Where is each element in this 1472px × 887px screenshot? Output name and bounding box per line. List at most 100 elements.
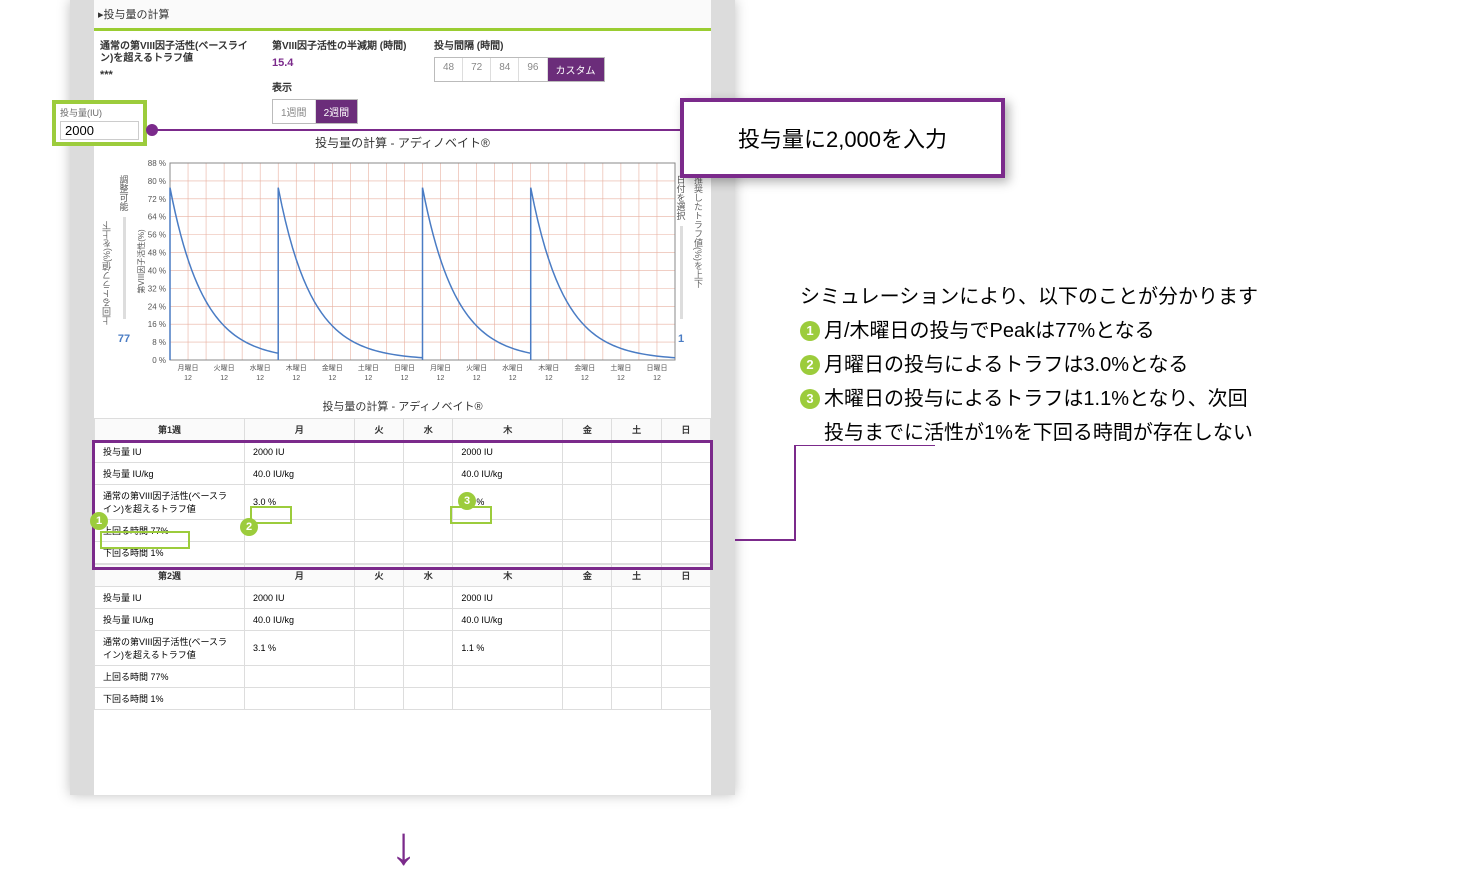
day-header: 木	[453, 419, 563, 441]
svg-text:12: 12	[364, 375, 372, 382]
callout-line-1	[154, 129, 754, 131]
table-cell	[563, 441, 612, 463]
row-label: 投与量 IU	[95, 441, 245, 463]
svg-text:0 %: 0 %	[152, 356, 166, 365]
halflife-label: 第VIII因子活性の半減期 (時間)	[272, 41, 422, 53]
svg-text:12: 12	[545, 375, 553, 382]
display-opt-1week[interactable]: 1週間	[273, 100, 316, 123]
table-cell	[404, 441, 453, 463]
table-cell	[354, 520, 403, 542]
table-cell	[612, 688, 661, 710]
badge-3-icon: 3	[458, 492, 476, 510]
table-cell	[612, 587, 661, 609]
svg-text:土曜日: 土曜日	[610, 363, 631, 372]
table-cell	[404, 587, 453, 609]
table-cell	[404, 463, 453, 485]
svg-text:24 %: 24 %	[148, 302, 166, 311]
table-cell	[612, 463, 661, 485]
svg-text:12: 12	[328, 375, 336, 382]
interval-custom[interactable]: カスタム	[548, 58, 604, 81]
table-cell	[354, 441, 403, 463]
chart-area: 上回るトラフ値(%)を上下 調整可能 77 88 %80 %72 %64 %56…	[100, 155, 705, 390]
interval-72[interactable]: 72	[463, 58, 491, 81]
table-cell	[354, 587, 403, 609]
interval-toggle[interactable]: 48 72 84 96 カスタム	[434, 57, 605, 82]
day-header: 土	[612, 565, 661, 587]
svg-text:72 %: 72 %	[148, 195, 166, 204]
row-label: 投与量 IU/kg	[95, 609, 245, 631]
table-row: 投与量 IU2000 IU2000 IU	[95, 587, 711, 609]
simulation-summary: シミュレーションにより、以下のことが分かります 1月/木曜日の投与でPeakは7…	[800, 280, 1258, 450]
sim-bullet-3a: 木曜日の投与によるトラフは1.1%となり、次回	[824, 388, 1248, 410]
table-cell	[661, 520, 710, 542]
down-arrow-icon: ↓	[390, 815, 417, 877]
dose-input-label: 投与量(IU)	[60, 106, 139, 119]
table-cell	[661, 666, 710, 688]
table-cell	[612, 441, 661, 463]
table-cell	[563, 587, 612, 609]
interval-96[interactable]: 96	[519, 58, 547, 81]
table-cell: 40.0 IU/kg	[453, 463, 563, 485]
row-label: 下回る時間 1%	[95, 542, 245, 564]
halflife-value: 15.4	[272, 57, 422, 69]
weekly-tables: 第1週月火水木金土日投与量 IU2000 IU2000 IU投与量 IU/kg4…	[94, 418, 711, 710]
day-header: 火	[354, 419, 403, 441]
right-slider[interactable]: 日付を選択 1	[671, 175, 691, 345]
table-cell: 40.0 IU/kg	[453, 609, 563, 631]
svg-text:12: 12	[292, 375, 300, 382]
svg-text:土曜日: 土曜日	[358, 363, 379, 372]
badge-1-icon: 1	[90, 512, 108, 530]
day-header: 土	[612, 419, 661, 441]
display-opt-2week[interactable]: 2週間	[316, 100, 358, 123]
callout-line-2	[735, 445, 935, 565]
table-cell	[354, 688, 403, 710]
table-cell	[661, 631, 710, 666]
row-label: 投与量 IU/kg	[95, 463, 245, 485]
table-cell	[354, 666, 403, 688]
table-row: 投与量 IU/kg40.0 IU/kg40.0 IU/kg	[95, 609, 711, 631]
table-cell: 2000 IU	[453, 587, 563, 609]
table-cell	[612, 609, 661, 631]
display-toggle[interactable]: 1週間 2週間	[272, 99, 358, 124]
svg-text:火曜日: 火曜日	[214, 364, 235, 372]
svg-text:12: 12	[401, 375, 409, 382]
dose-input-value[interactable]: 2000	[60, 121, 139, 140]
svg-text:80 %: 80 %	[148, 177, 166, 186]
table-cell	[612, 520, 661, 542]
slider-track[interactable]	[680, 226, 683, 319]
table-cell	[354, 609, 403, 631]
table-row: 投与量 IU2000 IU2000 IU	[95, 441, 711, 463]
table-cell: 2000 IU	[453, 441, 563, 463]
sim-bullet-2: 月曜日の投与によるトラフは3.0%となる	[824, 354, 1188, 376]
table-title: 投与量の計算 - アディノベイト®	[94, 398, 711, 414]
interval-48[interactable]: 48	[435, 58, 463, 81]
table-cell	[245, 542, 355, 564]
table-row: 通常の第VIII因子活性(ベースライン)を超えるトラフ値3.0 %1.1 %	[95, 485, 711, 520]
svg-text:12: 12	[473, 375, 481, 382]
annotation-dose-2000: 投与量に2,000を入力	[680, 98, 1005, 178]
table-cell	[563, 631, 612, 666]
table-row: 通常の第VIII因子活性(ベースライン)を超えるトラフ値3.1 %1.1 %	[95, 631, 711, 666]
svg-text:12: 12	[437, 375, 445, 382]
table-cell	[404, 688, 453, 710]
table-cell: 40.0 IU/kg	[245, 609, 355, 631]
svg-text:12: 12	[581, 375, 589, 382]
table-cell	[354, 463, 403, 485]
table-cell: 1.1 %	[453, 631, 563, 666]
week-name: 第1週	[95, 419, 245, 441]
bullet-1-icon: 1	[800, 321, 820, 341]
interval-label: 投与間隔 (時間)	[434, 41, 664, 53]
svg-text:木曜日: 木曜日	[538, 363, 559, 372]
right-slider-value: 1	[678, 333, 684, 345]
row-label: 通常の第VIII因子活性(ベースライン)を超えるトラフ値	[95, 485, 245, 520]
table-cell	[661, 587, 710, 609]
interval-84[interactable]: 84	[491, 58, 519, 81]
day-header: 日	[661, 565, 710, 587]
day-header: 月	[245, 565, 355, 587]
pk-chart: 88 %80 %72 %64 %56 %48 %40 %32 %24 %16 %…	[100, 155, 705, 390]
badge-2-icon: 2	[240, 518, 258, 536]
controls-row: 通常の第VIII因子活性(ベースライン)を超えるトラフ値 *** 第VIII因子…	[94, 31, 711, 128]
table-cell	[453, 520, 563, 542]
day-header: 金	[563, 419, 612, 441]
table-cell	[612, 542, 661, 564]
